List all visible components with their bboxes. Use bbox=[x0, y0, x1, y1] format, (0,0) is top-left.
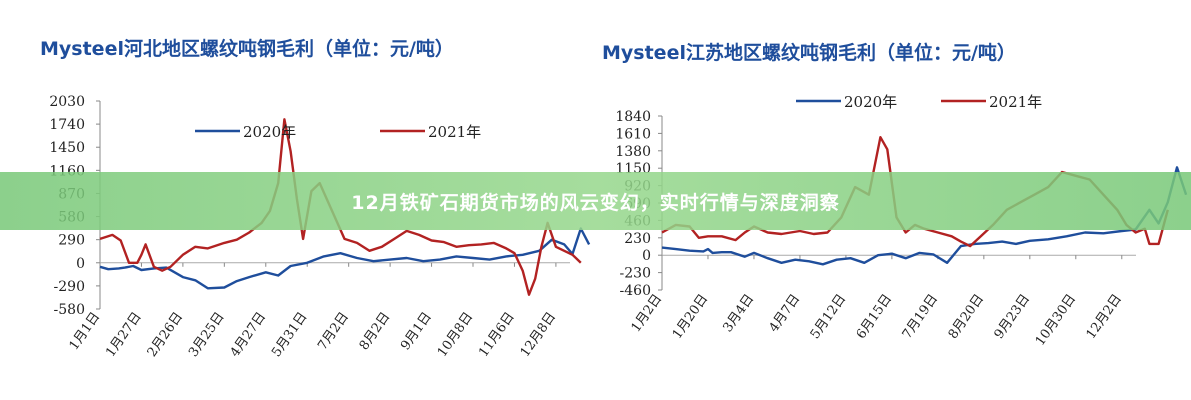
x-tick-label: 7月2日 bbox=[315, 310, 352, 353]
x-tick-label: 1月20日 bbox=[670, 292, 711, 342]
x-tick-label: 6月15日 bbox=[854, 292, 895, 342]
x-tick-label: 4月27日 bbox=[228, 310, 269, 360]
x-tick-label: 4月7日 bbox=[767, 292, 804, 335]
headline-text: 12月铁矿石期货市场的风云变幻，实时行情与深度洞察 bbox=[351, 191, 840, 214]
chart-title: Mysteel河北地区螺纹吨钢毛利（单位：元/吨） bbox=[40, 38, 454, 60]
y-tick-label: 1740 bbox=[49, 117, 85, 133]
x-tick-label: 12月8日 bbox=[518, 310, 559, 360]
chart-panel-hebei: Mysteel河北地区螺纹吨钢毛利（单位：元/吨） 2030 1740 1450 11… bbox=[0, 0, 595, 400]
x-tick-label: 12月2日 bbox=[1084, 292, 1125, 342]
y-tick-label: 1450 bbox=[49, 140, 85, 156]
legend-label: 2020年 bbox=[243, 123, 296, 141]
y-tick-label: -290 bbox=[54, 279, 85, 295]
x-tick-label: 10月8日 bbox=[435, 310, 476, 360]
y-tick-label: 290 bbox=[58, 233, 85, 249]
y-tick-label: -580 bbox=[54, 302, 85, 318]
legend-label: 2020年 bbox=[844, 93, 897, 111]
chart-title: Mysteel江苏地区螺纹吨钢毛利（单位：元/吨） bbox=[602, 42, 1016, 64]
x-tick-label: 10月30日 bbox=[1033, 292, 1079, 349]
x-tick-label: 2月26日 bbox=[145, 310, 186, 360]
x-tick-label: 7月19日 bbox=[900, 292, 941, 342]
series-line-2020 bbox=[661, 166, 1188, 266]
y-tick-label: 1610 bbox=[615, 126, 651, 142]
x-tick-label: 9月23日 bbox=[992, 292, 1033, 342]
legend-label: 2021年 bbox=[428, 123, 481, 141]
x-tick-label: 3月4日 bbox=[721, 292, 758, 335]
y-tick-label: 0 bbox=[642, 248, 651, 264]
y-tick-label: 230 bbox=[624, 231, 651, 247]
x-tick-label: 8月20日 bbox=[946, 292, 987, 342]
y-tick-label: 2030 bbox=[49, 94, 85, 110]
legend-label: 2021年 bbox=[989, 93, 1042, 111]
y-tick-label: 1840 bbox=[615, 109, 651, 125]
x-tick-label: 9月1日 bbox=[398, 310, 435, 353]
x-tick-label: 11月6日 bbox=[476, 310, 517, 360]
x-tick-label: 5月31日 bbox=[269, 310, 310, 360]
y-tick-label: 1380 bbox=[615, 144, 651, 160]
x-tick-label: 5月12日 bbox=[808, 292, 849, 342]
x-tick-label: 3月25日 bbox=[186, 310, 227, 360]
y-tick-label: 0 bbox=[76, 256, 85, 272]
x-tick-label: 1月27日 bbox=[103, 310, 144, 360]
line-chart-hebei: 20301740145011608705802900-290-5801月1日1月… bbox=[49, 94, 591, 360]
x-tick-label: 8月2日 bbox=[357, 310, 394, 353]
y-tick-label: -230 bbox=[620, 266, 651, 282]
y-tick-label: -460 bbox=[620, 283, 651, 299]
headline-banner: 12月铁矿石期货市场的风云变幻，实时行情与深度洞察 bbox=[0, 172, 1191, 230]
